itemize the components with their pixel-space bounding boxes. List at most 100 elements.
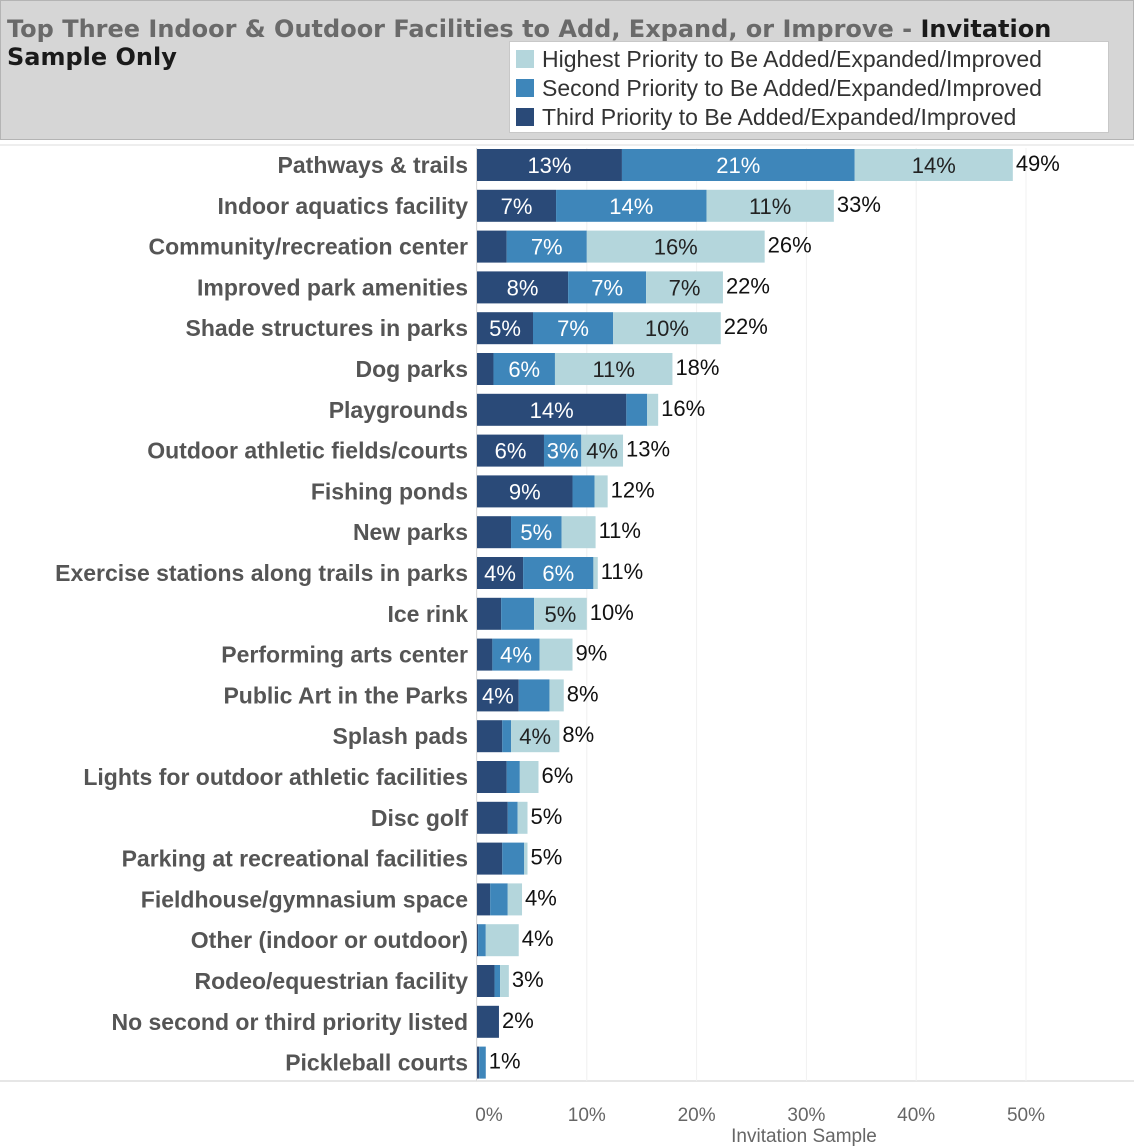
category-label: Community/recreation center <box>148 234 468 260</box>
bar-segment <box>532 312 614 345</box>
bar-segment <box>477 883 491 916</box>
legend-label-third: Third Priority to Be Added/Expanded/Impr… <box>542 103 1017 130</box>
legend-swatch-highest <box>516 50 534 68</box>
category-label: Ice rink <box>387 601 468 627</box>
bar-data-label: 4% <box>482 683 514 708</box>
category-label: Splash pads <box>333 723 468 749</box>
category-label: Pickleball courts <box>285 1050 468 1076</box>
bar-segment <box>502 842 525 875</box>
legend-swatch-third <box>516 108 534 126</box>
bar-segment <box>494 965 501 997</box>
bar-segment <box>490 883 508 916</box>
bar-segment <box>477 1046 480 1079</box>
bar-data-label: 5% <box>545 602 577 627</box>
bar-data-label: 14% <box>530 398 574 423</box>
bar-segment <box>493 353 555 385</box>
bar-data-label: 7% <box>531 235 563 260</box>
bar-chart: Pathways & trails 13% 21% 14% 49% Indoor aqua… <box>0 144 1134 1146</box>
bar-segment <box>561 516 596 549</box>
total-label: 4% <box>522 926 554 951</box>
category-label: Playgrounds <box>329 397 468 423</box>
bar-segment <box>507 883 523 916</box>
bar-segment <box>594 475 608 508</box>
category-label: Other (indoor or outdoor) <box>191 927 468 953</box>
total-label: 26% <box>768 233 812 258</box>
bar-segment <box>477 679 519 712</box>
category-label: Fieldhouse/gymnasium space <box>141 886 468 912</box>
category-label: Public Art in the Parks <box>223 682 468 708</box>
bar-segment <box>477 924 479 957</box>
bar-segment <box>477 475 573 508</box>
bar-segment <box>506 230 587 263</box>
bar-segment <box>549 679 564 712</box>
bar-data-label: 8% <box>507 275 539 300</box>
category-label: Fishing ponds <box>311 478 468 504</box>
total-label: 22% <box>726 273 770 298</box>
bar-data-label: 6% <box>495 439 527 464</box>
legend-item-highest: Highest Priority to Be Added/Expanded/Im… <box>516 45 1042 73</box>
bar-segment <box>854 149 1013 181</box>
total-label: 11% <box>601 559 643 584</box>
bar-data-label: 5% <box>489 316 521 341</box>
bar-segment <box>572 475 595 508</box>
bar-segment <box>543 434 582 467</box>
bar-segment <box>586 230 765 263</box>
bar-segment <box>621 149 855 181</box>
category-label: Rodeo/equestrian facility <box>194 968 468 994</box>
x-tick-label: 10% <box>568 1105 606 1126</box>
category-label: Exercise stations along trails in parks <box>55 560 468 586</box>
total-label: 12% <box>611 477 655 502</box>
bar-data-label: 4% <box>484 561 516 586</box>
bar-segment <box>519 761 539 793</box>
legend-label-highest: Highest Priority to Be Added/Expanded/Im… <box>542 45 1042 72</box>
bar-data-label: 7% <box>501 194 533 219</box>
bar-segment <box>477 801 508 834</box>
bar-segment <box>523 557 594 589</box>
chart-title-bold: Invitation Sample Only <box>7 15 1052 71</box>
bar-segment <box>507 801 518 834</box>
bar-segment <box>485 924 519 957</box>
bar-segment <box>511 516 562 549</box>
x-tick-label: 0% <box>475 1105 503 1126</box>
bar-data-label: 4% <box>500 643 532 668</box>
bar-data-label: 14% <box>912 153 956 178</box>
total-label: 9% <box>576 641 608 666</box>
total-label: 4% <box>525 885 557 910</box>
bar-segment <box>581 434 624 467</box>
category-label: Improved park amenities <box>197 274 468 300</box>
bar-segment <box>556 189 707 222</box>
legend-label-second: Second Priority to Be Added/Expanded/Imp… <box>542 74 1042 101</box>
total-label: 5% <box>531 804 563 829</box>
bar-segment <box>477 638 493 671</box>
legend-swatch-second <box>516 79 534 97</box>
bar-data-label: 9% <box>509 479 541 504</box>
bar-data-label: 11% <box>592 357 634 382</box>
total-label: 8% <box>567 681 599 706</box>
total-label: 5% <box>531 845 563 870</box>
bar-segment <box>568 271 647 304</box>
bar-segment <box>506 761 520 793</box>
category-label: No second or third priority listed <box>111 1009 468 1035</box>
bar-segment <box>502 720 512 753</box>
bar-data-label: 4% <box>586 439 618 464</box>
bar-segment <box>477 312 533 345</box>
total-label: 49% <box>1016 151 1060 176</box>
bar-segment <box>593 557 598 589</box>
category-label: Dog parks <box>356 356 468 382</box>
chart-title-main: Top Three Indoor & Outdoor Facilities to… <box>7 15 921 43</box>
total-label: 6% <box>541 763 573 788</box>
x-tick-label: 40% <box>897 1105 935 1126</box>
bar-data-label: 7% <box>557 316 589 341</box>
bar-segment <box>492 638 540 671</box>
x-axis-title: Invitation Sample <box>731 1126 877 1146</box>
chart-title: Top Three Indoor & Outdoor Facilities to… <box>7 15 1125 71</box>
bar-segment <box>477 271 569 304</box>
category-label: Indoor aquatics facility <box>218 193 469 219</box>
bar-segment <box>518 679 550 712</box>
bar-segment <box>554 353 673 385</box>
bar-segment <box>501 597 535 630</box>
total-label: 10% <box>590 600 634 625</box>
bar-segment <box>534 597 587 630</box>
total-label: 2% <box>502 1008 534 1033</box>
bar-segment <box>477 230 507 263</box>
